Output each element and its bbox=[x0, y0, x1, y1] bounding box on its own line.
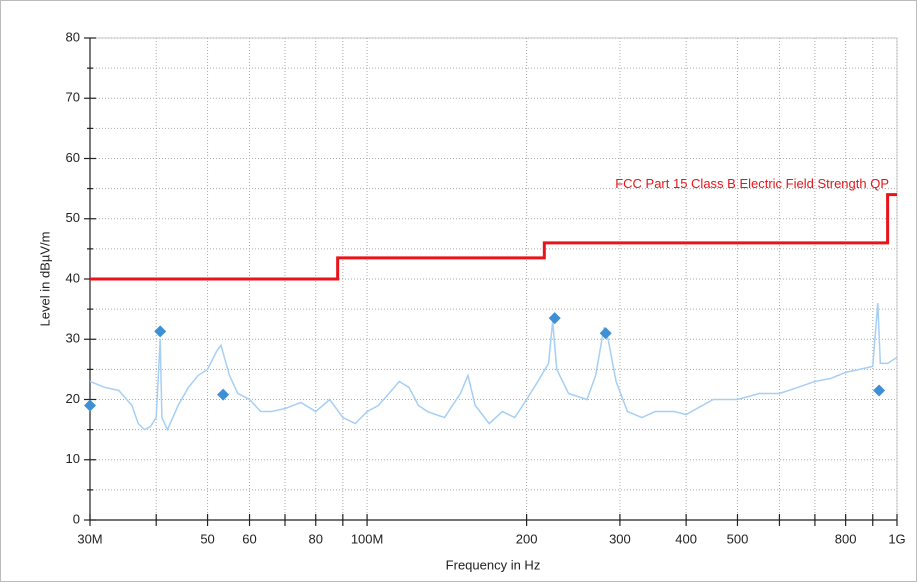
marker bbox=[154, 325, 167, 338]
y-tick-label: 60 bbox=[66, 150, 80, 165]
y-axis-label: Level in dBµV/m bbox=[37, 232, 52, 327]
marker bbox=[548, 312, 561, 325]
x-tick-label: 300 bbox=[609, 531, 631, 546]
spectrum-line bbox=[89, 303, 898, 432]
x-tick-label: 800 bbox=[835, 531, 857, 546]
y-tick-label: 50 bbox=[66, 210, 80, 225]
x-tick-label: 80 bbox=[308, 531, 322, 546]
y-tick-label: 30 bbox=[66, 331, 80, 346]
x-tick-label: 400 bbox=[675, 531, 697, 546]
y-tick-label: 20 bbox=[66, 391, 80, 406]
limit-line bbox=[90, 193, 897, 281]
x-tick-label: 50 bbox=[200, 531, 214, 546]
y-tick-label: 40 bbox=[66, 270, 80, 285]
x-tick-label: 100M bbox=[351, 531, 384, 546]
marker bbox=[84, 399, 96, 412]
x-tick-label: 200 bbox=[516, 531, 538, 546]
y-tick-label: 80 bbox=[66, 29, 80, 44]
x-tick-label: 500 bbox=[727, 531, 749, 546]
x-tick-label: 60 bbox=[242, 531, 256, 546]
marker bbox=[599, 327, 612, 340]
y-tick-label: 0 bbox=[73, 511, 80, 526]
marker bbox=[873, 384, 886, 397]
y-tick-label: 70 bbox=[66, 90, 80, 105]
limit-label: FCC Part 15 Class B Electric Field Stren… bbox=[615, 176, 889, 191]
marker bbox=[217, 388, 230, 401]
x-tick-label: 30M bbox=[77, 531, 102, 546]
x-tick-label: 1G bbox=[888, 531, 905, 546]
y-tick-label: 10 bbox=[66, 451, 80, 466]
x-axis-label: Frequency in Hz bbox=[446, 557, 541, 572]
